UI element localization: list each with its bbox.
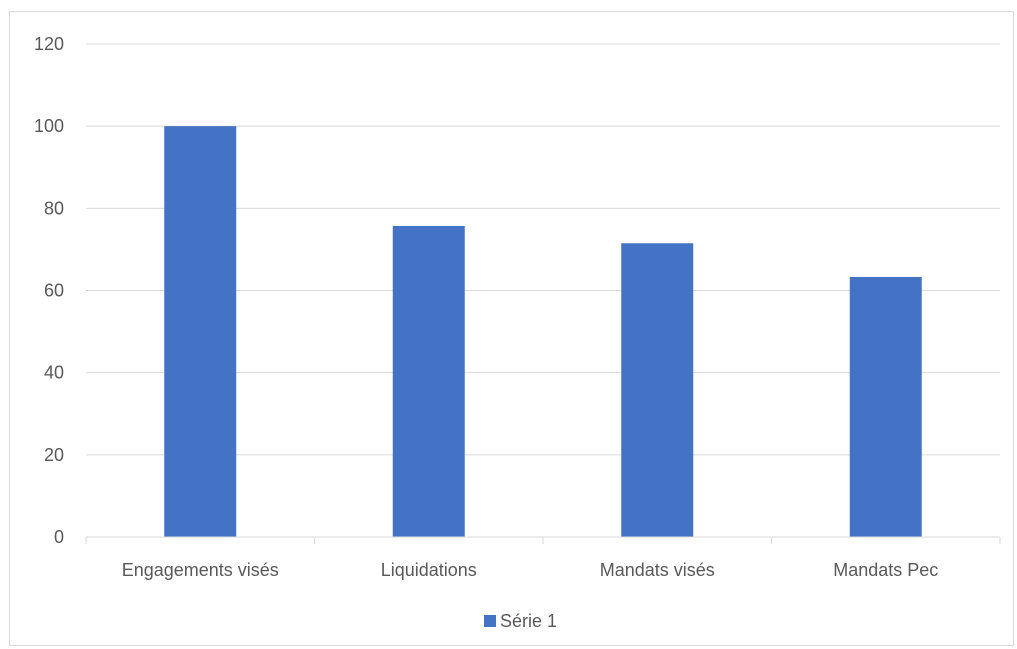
bar <box>621 243 694 538</box>
bar <box>392 225 465 538</box>
y-tick-label: 120 <box>34 34 64 54</box>
legend-label: Série 1 <box>500 611 557 631</box>
y-tick-label: 40 <box>44 363 64 383</box>
y-tick-label: 0 <box>54 527 64 547</box>
x-tick-label: Engagements visés <box>122 560 279 580</box>
y-axis-ticks: 0 20 40 60 80 100 120 <box>34 34 64 547</box>
bar <box>849 276 922 537</box>
x-axis-ticks: Engagements visés Liquidations Mandats vis… <box>122 560 939 580</box>
legend: Série 1 <box>484 611 557 631</box>
y-tick-label: 20 <box>44 445 64 465</box>
y-tick-label: 60 <box>44 281 64 301</box>
legend-swatch <box>484 615 496 627</box>
x-axis <box>85 536 1001 544</box>
bars <box>164 126 922 538</box>
x-tick-label: Liquidations <box>381 560 477 580</box>
bar <box>164 126 237 538</box>
x-tick-label: Mandats Pec <box>833 560 938 580</box>
y-tick-label: 100 <box>34 116 64 136</box>
x-tick-label: Mandats visés <box>600 560 715 580</box>
gridlines <box>86 43 1000 456</box>
y-tick-label: 80 <box>44 198 64 218</box>
